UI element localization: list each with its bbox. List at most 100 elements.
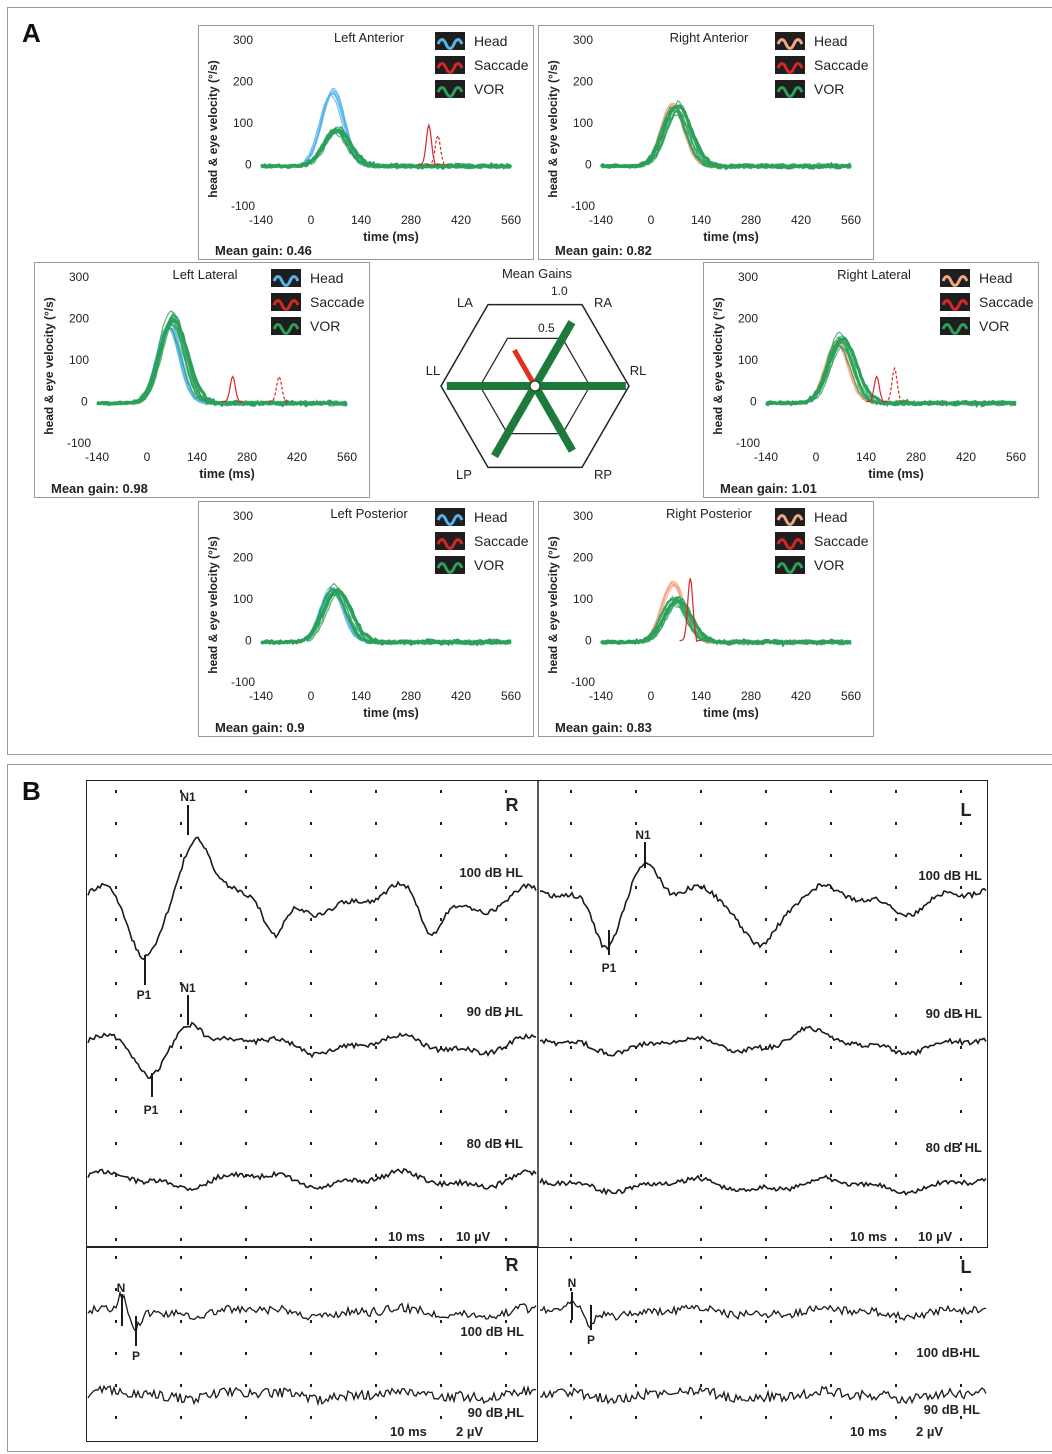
grid-dot (310, 1046, 312, 1049)
legend-label: Head (474, 509, 507, 525)
grid-dot (895, 1416, 897, 1419)
trace-lower-right-90 (87, 1384, 537, 1407)
grid-dot (375, 950, 377, 953)
grid-dot (180, 1014, 182, 1017)
scale-time-label: 10 ms (850, 1424, 887, 1439)
legend-label: VOR (814, 557, 844, 573)
grid-dot (960, 1174, 962, 1177)
grid-dot (440, 1352, 442, 1355)
legend-item-saccade: Saccade (271, 293, 365, 311)
grid-dot (635, 1206, 637, 1209)
grid-dot (115, 1320, 117, 1323)
y-axis-label: head & eye velocity (°/s) (711, 297, 725, 435)
x-tick-label: 560 (841, 689, 861, 703)
ear-label-right-lower: R (506, 1255, 519, 1275)
grid-dot (570, 790, 572, 793)
grid-dot (505, 822, 507, 825)
grid-dot (765, 1046, 767, 1049)
grid-dot (375, 1416, 377, 1419)
grid-dot (440, 982, 442, 985)
legend-swatch-wave (941, 299, 969, 311)
trace-right-80 (87, 1168, 537, 1192)
grid-dot (115, 918, 117, 921)
grid-dot (115, 982, 117, 985)
grid-dot (180, 918, 182, 921)
grid-dot (310, 1256, 312, 1259)
radar-axis-label-rp: RP (594, 467, 612, 482)
x-axis-label: time (ms) (199, 467, 255, 481)
vor-mean-trace (96, 317, 348, 408)
grid-dot (635, 950, 637, 953)
legend-swatch (271, 293, 301, 311)
legend-swatch (435, 80, 465, 98)
vhit-plot-left-anterior: head & eye velocity (°/s) 300 200 100 0 -100-… (198, 25, 534, 260)
grid-dot (505, 1142, 507, 1145)
grid-dot (310, 886, 312, 889)
y-tick-label: -100 (571, 675, 595, 689)
grid-dot (960, 1206, 962, 1209)
grid-dot (440, 1416, 442, 1419)
y-tick-label: 0 (585, 158, 592, 172)
grid-dot (505, 1174, 507, 1177)
mean-gain-text: Mean gain: 0.82 (555, 243, 652, 258)
y-tick-label: 300 (233, 509, 253, 523)
grid-dot (180, 886, 182, 889)
scale-amp-label: 2 µV (916, 1424, 943, 1439)
peak-p-lower-left-label: P (587, 1333, 595, 1347)
grid-dot (180, 822, 182, 825)
x-tick-label: 280 (741, 213, 761, 227)
grid-dot (895, 1014, 897, 1017)
grid-dot (830, 822, 832, 825)
x-tick-label: 420 (451, 689, 471, 703)
scale-amp-label: 2 µV (456, 1424, 483, 1439)
grid-dot (310, 1110, 312, 1113)
grid-dot (245, 1238, 247, 1241)
grid-dot (570, 1142, 572, 1145)
legend-swatch-wave (776, 562, 804, 574)
grid-dot (375, 1352, 377, 1355)
grid-dot (245, 950, 247, 953)
legend-label: VOR (474, 557, 504, 573)
vor-mean-trace (260, 128, 513, 171)
grid-dot (570, 886, 572, 889)
y-tick-label: 100 (69, 353, 89, 367)
legend-label: Head (474, 33, 507, 49)
trace-lower-left-100 (539, 1298, 987, 1329)
y-tick-label: -100 (67, 436, 91, 450)
peak-p1-left-100-label: P1 (602, 961, 617, 975)
grid-dot (700, 1046, 702, 1049)
grid-dot (115, 950, 117, 953)
y-tick-label: -100 (571, 199, 595, 213)
grid-dot (765, 790, 767, 793)
peak-p-lower-right-label: P (132, 1349, 140, 1363)
grid-dot (765, 1142, 767, 1145)
x-tick-label: -140 (249, 689, 273, 703)
legend-item-head: Head (271, 269, 343, 287)
y-tick-label: -100 (736, 436, 760, 450)
legend-item-saccade: Saccade (775, 56, 869, 74)
grid-dot (115, 854, 117, 857)
grid-dot (245, 822, 247, 825)
grid-dot (310, 1206, 312, 1209)
grid-dot (375, 1078, 377, 1081)
trace-lower-right-100 (87, 1290, 537, 1334)
legend-swatch-wave (776, 538, 804, 550)
x-tick-label: 0 (308, 213, 315, 227)
x-tick-label: 560 (1006, 450, 1026, 464)
grid-dot (960, 950, 962, 953)
ear-label-left-lower: L (961, 1257, 972, 1277)
x-tick-label: 140 (856, 450, 876, 464)
y-tick-label: -100 (231, 675, 255, 689)
grid-dot (115, 822, 117, 825)
grid-dot (570, 1110, 572, 1113)
vhit-svg-right-lateral: head & eye velocity (°/s) 300 200 100 0 -100-… (711, 267, 1034, 496)
grid-dot (700, 1256, 702, 1259)
x-tick-label: -140 (85, 450, 109, 464)
grid-dot (700, 1352, 702, 1355)
grid-dot (245, 1110, 247, 1113)
x-tick-label: 280 (401, 689, 421, 703)
grid-dot (505, 1078, 507, 1081)
grid-dot (635, 918, 637, 921)
grid-dot (765, 1014, 767, 1017)
grid-dot (375, 1256, 377, 1259)
